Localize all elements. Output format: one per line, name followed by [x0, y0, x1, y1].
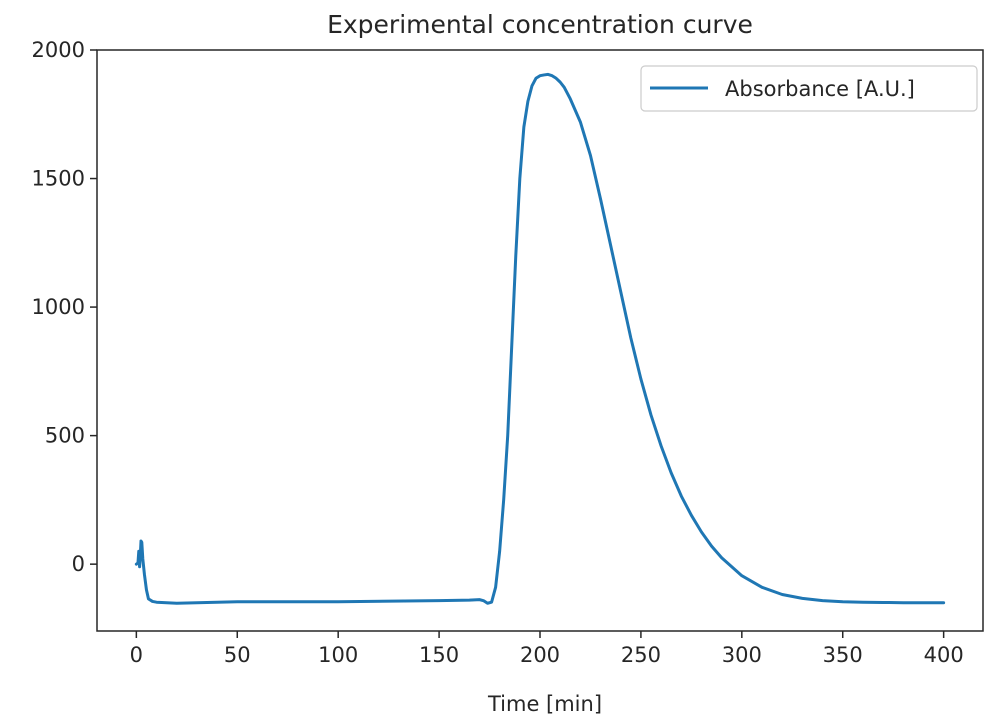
- x-axis: 0 50 100 150 200 250 300 350 400: [130, 631, 964, 667]
- y-axis: 0 500 1000 1500 2000: [32, 38, 97, 576]
- x-tick-label: 300: [722, 643, 762, 667]
- plot-area: [96, 49, 984, 632]
- x-tick-label: 100: [318, 643, 358, 667]
- x-tick-label: 200: [520, 643, 560, 667]
- series-line-absorbance: [134, 72, 946, 605]
- x-axis-label: Time [min]: [487, 692, 602, 716]
- legend-entry-label: Absorbance [A.U.]: [725, 77, 915, 101]
- y-tick-label: 1500: [32, 167, 85, 191]
- plot-background: [97, 50, 983, 631]
- y-tick-label: 0: [72, 552, 85, 576]
- legend-box: [640, 65, 978, 112]
- y-tick-label: 2000: [32, 38, 85, 62]
- x-tick-label: 0: [130, 643, 143, 667]
- x-tick-label: 350: [823, 643, 863, 667]
- y-tick-label: 1000: [32, 295, 85, 319]
- y-tick-label: 500: [45, 424, 85, 448]
- chart-title: Experimental concentration curve: [327, 10, 753, 39]
- x-tick-label: 400: [924, 643, 964, 667]
- x-tick-label: 150: [419, 643, 459, 667]
- x-tick-label: 50: [224, 643, 251, 667]
- legend: Absorbance [A.U.]: [640, 65, 978, 112]
- x-tick-label: 250: [621, 643, 661, 667]
